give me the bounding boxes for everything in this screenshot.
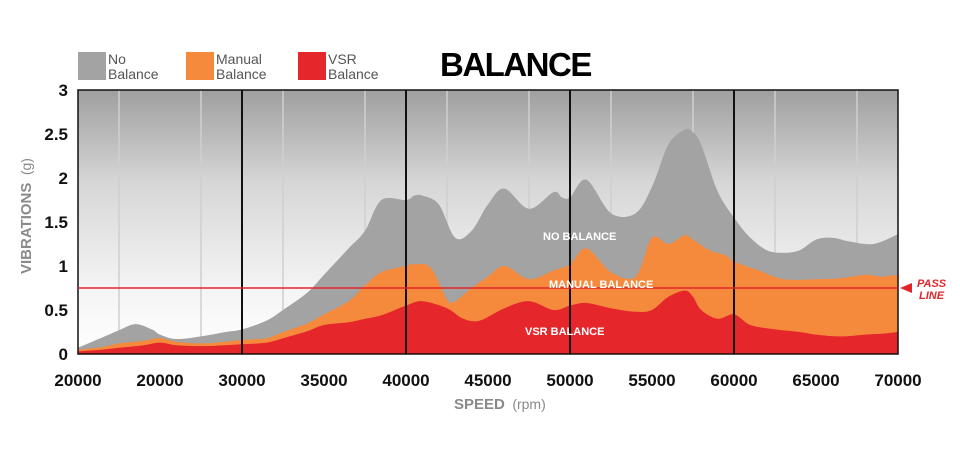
y-tick-label: 1 [59, 257, 68, 276]
y-axis-title: VIBRATIONS (g) [18, 158, 35, 274]
x-tick-label: 40000 [382, 371, 429, 390]
x-tick-label: 50000 [546, 371, 593, 390]
y-tick-label: 0 [59, 345, 68, 364]
x-tick-label: 65000 [792, 371, 839, 390]
x-axis-title-text: SPEED [454, 396, 505, 413]
x-axis-unit: (rpm) [512, 396, 545, 412]
pass-line-label-line2: LINE [919, 290, 945, 302]
x-tick-label: 45000 [464, 371, 511, 390]
legend-label-vsr-balance-line2: Balance [328, 66, 379, 82]
x-axis-ticks: 20000 20000 30000 35000 40000 45000 50000 55000… [54, 371, 921, 390]
plot-frame [77, 89, 899, 355]
y-tick-label: 2.5 [44, 125, 68, 144]
legend-label-manual-balance-line2: Balance [216, 66, 267, 82]
series-areas [78, 128, 898, 354]
x-tick-label: 30000 [218, 371, 265, 390]
y-axis-unit: (g) [18, 158, 34, 175]
y-axis-title-text: VIBRATIONS [18, 183, 35, 274]
x-tick-label: 70000 [874, 371, 921, 390]
y-tick-label: 3 [59, 81, 68, 100]
legend-label-no-balance-line1: No [108, 51, 126, 67]
legend: No Balance Manual Balance VSR Balance [78, 51, 379, 82]
x-tick-label: 60000 [710, 371, 757, 390]
pass-line-label-line1: PASS [917, 278, 947, 290]
legend-swatch-manual-balance [186, 52, 214, 80]
series-area-vsr-balance [78, 290, 898, 354]
area-label-manual-balance: MANUAL BALANCE [549, 279, 653, 291]
legend-label-vsr-balance-line1: VSR [328, 51, 357, 67]
chart-title: BALANCE [440, 46, 591, 83]
legend-swatch-no-balance [78, 52, 106, 80]
x-tick-label: 55000 [628, 371, 675, 390]
x-tick-label: 20000 [54, 371, 101, 390]
legend-swatch-vsr-balance [298, 52, 326, 80]
y-tick-label: 0.5 [44, 301, 68, 320]
area-label-vsr-balance: VSR BALANCE [525, 326, 604, 338]
y-tick-label: 2 [59, 169, 68, 188]
legend-label-no-balance-line2: Balance [108, 66, 159, 82]
pass-line-arrow [900, 283, 912, 293]
y-tick-label: 1.5 [44, 213, 68, 232]
x-tick-label: 20000 [136, 371, 183, 390]
legend-label-manual-balance-line1: Manual [216, 51, 262, 67]
major-grid [241, 90, 735, 354]
x-tick-label: 35000 [300, 371, 347, 390]
area-label-no-balance: NO BALANCE [543, 231, 616, 243]
x-axis-title: SPEED (rpm) [454, 396, 546, 413]
y-axis-ticks: 0 0.5 1 1.5 2 2.5 3 [44, 81, 68, 364]
